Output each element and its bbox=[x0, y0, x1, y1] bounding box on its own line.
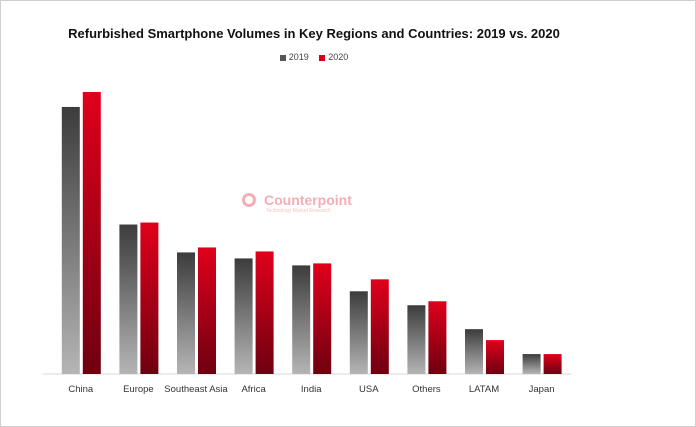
bar-2020-china bbox=[82, 92, 101, 374]
counterpoint-logo-icon bbox=[242, 193, 256, 207]
x-tick-label: Europe bbox=[123, 384, 154, 395]
bar-2019-usa bbox=[349, 291, 368, 374]
x-tick-label: LATAM bbox=[469, 384, 499, 395]
bar-2019-europe bbox=[119, 224, 138, 374]
bar-2020-india bbox=[313, 263, 332, 374]
x-tick-label: Africa bbox=[241, 384, 266, 395]
watermark-sub: Technology Market Research bbox=[266, 208, 331, 214]
watermark-name: Counterpoint bbox=[264, 192, 352, 208]
legend-item-2020: 2020 bbox=[319, 52, 348, 62]
bar-2019-latam bbox=[465, 329, 483, 374]
legend: 2019 2020 bbox=[0, 52, 628, 62]
bar-2019-others bbox=[407, 305, 426, 374]
bar-2019-china bbox=[61, 106, 80, 375]
bar-2019-africa bbox=[234, 258, 253, 374]
bar-2020-europe bbox=[140, 222, 159, 374]
bar-2020-africa bbox=[255, 251, 274, 374]
bar-2019-southeast-asia bbox=[177, 252, 195, 374]
bar-2020-southeast-asia bbox=[198, 247, 216, 374]
bar-2019-japan bbox=[522, 354, 541, 374]
x-tick-label: Southeast Asia bbox=[164, 384, 228, 395]
x-tick-label: USA bbox=[359, 384, 379, 395]
legend-label-2020: 2020 bbox=[328, 52, 349, 62]
x-tick-label: China bbox=[68, 384, 94, 395]
bar-2020-latam bbox=[486, 340, 504, 374]
x-tick-label: India bbox=[301, 384, 322, 395]
legend-swatch-2019 bbox=[279, 54, 286, 61]
legend-item-2019: 2019 bbox=[279, 52, 309, 62]
bar-2020-usa bbox=[370, 279, 389, 374]
bar-2019-india bbox=[292, 265, 311, 374]
bar-2020-japan bbox=[543, 354, 562, 374]
legend-swatch-2020 bbox=[319, 54, 326, 61]
x-tick-label: Japan bbox=[529, 384, 555, 395]
x-tick-label: Others bbox=[412, 384, 441, 395]
legend-label-2019: 2019 bbox=[288, 52, 309, 62]
bar-2020-others bbox=[428, 301, 447, 374]
chart-title: Refurbished Smartphone Volumes in Key Re… bbox=[68, 26, 560, 41]
counterpoint-watermark: Counterpoint Technology Market Research bbox=[240, 192, 352, 214]
